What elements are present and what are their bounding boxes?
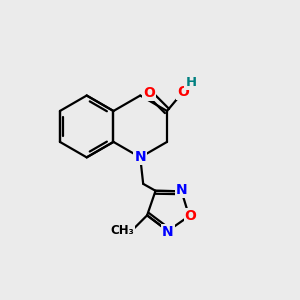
Text: O: O xyxy=(184,209,196,223)
Text: N: N xyxy=(162,225,174,239)
Text: O: O xyxy=(177,85,189,99)
Text: N: N xyxy=(134,150,146,164)
Text: H: H xyxy=(185,76,197,89)
Text: CH₃: CH₃ xyxy=(111,224,134,238)
Text: N: N xyxy=(176,183,187,197)
Text: O: O xyxy=(143,86,155,100)
